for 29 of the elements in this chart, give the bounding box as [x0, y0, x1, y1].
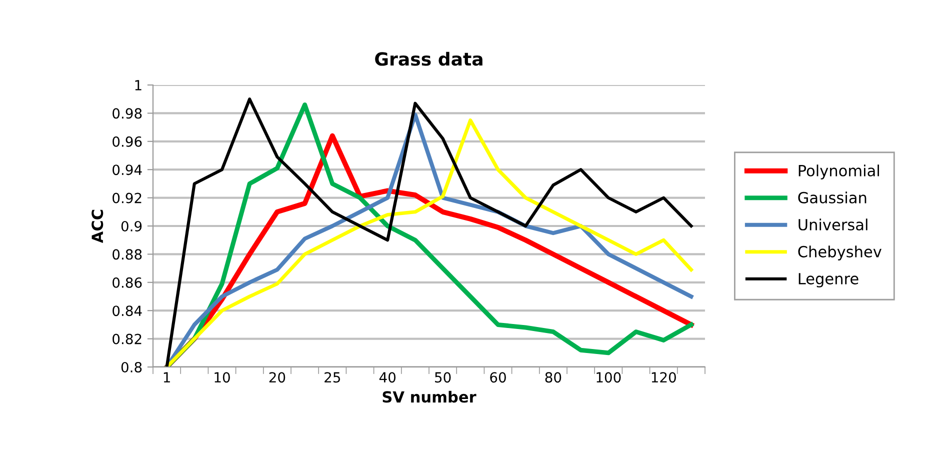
y-axis-title: ACC	[92, 210, 104, 244]
y-tick-label: 0.88	[112, 249, 142, 260]
x-axis-title: SV number	[382, 390, 476, 403]
y-tick-label: 0.84	[112, 306, 142, 316]
x-tick-label: 10	[214, 372, 230, 383]
x-tick-label: 50	[435, 372, 451, 383]
legend-label: Universal	[798, 218, 868, 230]
y-tick-label: 0.82	[112, 334, 142, 344]
y-tick-label: 0.98	[112, 108, 142, 119]
legend-label: Legenre	[798, 273, 858, 288]
legend-label: Chebyshev	[798, 246, 882, 260]
x-tick-label: 25	[324, 372, 340, 383]
y-tick-label: 0.92	[112, 192, 142, 204]
y-tick-label: 0.9	[121, 220, 142, 232]
y-tick-label: 0.94	[112, 164, 142, 176]
legend-label: Polynomial	[798, 164, 879, 180]
x-tick-label: 40	[379, 372, 396, 383]
y-tick-label: 0.8	[121, 362, 142, 372]
y-tick-label: 1	[135, 80, 142, 90]
x-tick-label: 1	[164, 372, 170, 382]
x-tick-label: 60	[490, 372, 506, 383]
x-tick-label: 120	[652, 372, 676, 383]
x-tick-label: 100	[596, 372, 621, 383]
legend-label: Gaussian	[798, 192, 866, 204]
y-tick-label: 0.86	[112, 277, 142, 288]
x-tick-label: 80	[545, 372, 562, 383]
chart-title: Grass data	[375, 52, 482, 66]
x-tick-label: 20	[269, 372, 286, 383]
y-tick-label: 0.96	[112, 136, 142, 147]
